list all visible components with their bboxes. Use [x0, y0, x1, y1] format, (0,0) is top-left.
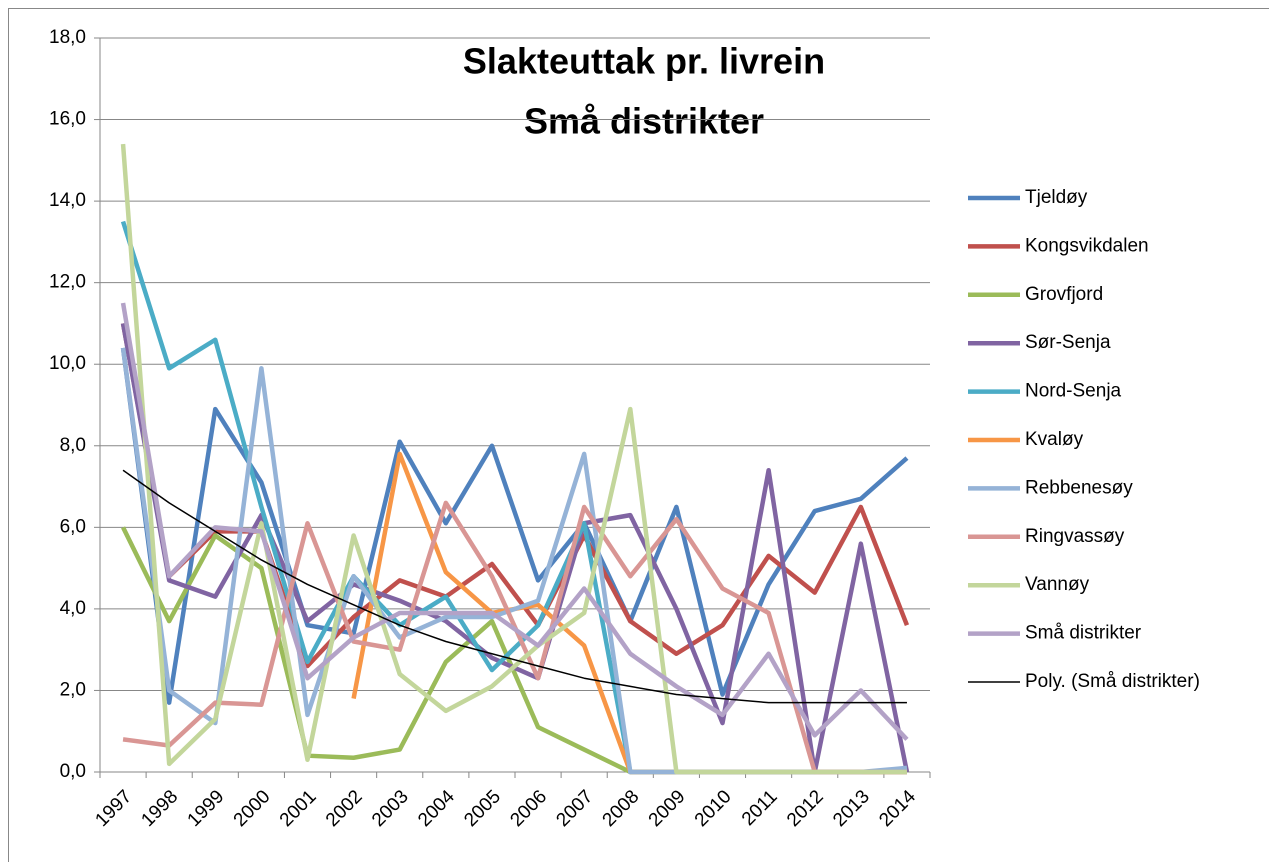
legend-label: Kongsvikdalen [1025, 235, 1149, 256]
legend-label: Vannøy [1025, 574, 1090, 595]
legend-label: Nord-Senja [1025, 381, 1122, 402]
y-tick-label: 12,0 [49, 272, 86, 293]
y-tick-label: 4,0 [60, 598, 86, 619]
series-line [120, 302, 909, 741]
y-tick-label: 2,0 [60, 679, 86, 700]
legend-label: Kvaløy [1025, 429, 1084, 450]
legend-label: Ringvassøy [1025, 526, 1125, 547]
legend-label: Poly. (Små distrikter) [1025, 671, 1200, 692]
y-tick-label: 14,0 [49, 190, 86, 211]
y-tick-label: 6,0 [60, 516, 86, 537]
chart-subtitle: Små distrikter [524, 101, 764, 142]
legend-label: Grovfjord [1025, 284, 1103, 305]
legend-label: Rebbenesøy [1025, 477, 1133, 498]
legend-label: Tjeldøy [1025, 187, 1088, 208]
y-tick-label: 10,0 [49, 353, 86, 374]
y-tick-label: 18,0 [49, 27, 86, 48]
y-tick-label: 8,0 [60, 435, 86, 456]
legend-label: Små distrikter [1025, 623, 1142, 644]
chart-frame [8, 8, 1269, 862]
y-tick-label: 16,0 [49, 109, 86, 130]
legend-label: Sør-Senja [1025, 332, 1111, 353]
trend-line [122, 469, 907, 704]
series-line [120, 347, 909, 705]
chart-title: Slakteuttak pr. livrein [463, 41, 825, 82]
y-tick-label: 0,0 [60, 761, 86, 782]
